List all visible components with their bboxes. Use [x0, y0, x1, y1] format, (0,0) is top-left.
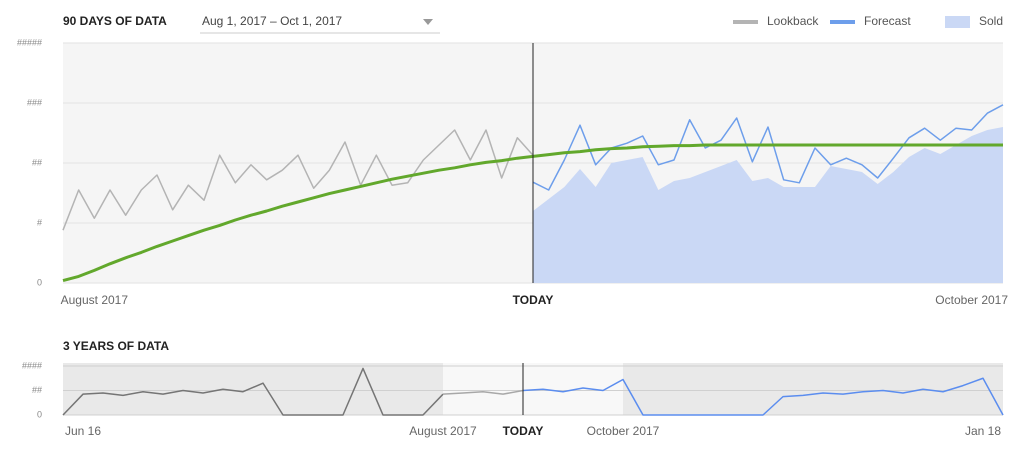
legend-swatch [945, 16, 970, 28]
y-tick-label: 0 [37, 277, 42, 287]
x-tick-label: Jan 18 [965, 424, 1001, 438]
date-range-dropdown[interactable]: Aug 1, 2017 – Oct 1, 2017 [200, 14, 440, 34]
y-tick-label: ### [27, 97, 42, 107]
x-tick-label: October 2017 [935, 293, 1008, 307]
date-range[interactable]: Aug 1, 2017 – Oct 1, 2017 [202, 14, 342, 28]
x-tick-label: Jun 16 [65, 424, 101, 438]
legend-label: Lookback [767, 14, 819, 28]
x-tick-label: October 2017 [587, 424, 660, 438]
legend-label: Sold [979, 14, 1003, 28]
line [62, 129, 534, 231]
area [533, 127, 1003, 283]
legend-label: Forecast [864, 14, 911, 28]
chart-title: 90 DAYS OF DATA [63, 14, 167, 28]
dropdown-arrow[interactable] [423, 19, 433, 25]
x-tick-label: TODAY [513, 293, 554, 307]
y-tick-label: ## [32, 385, 42, 395]
line [442, 389, 524, 395]
y-tick-label: ##### [17, 37, 42, 47]
y-tick-label: ## [32, 157, 42, 167]
chart-title: 3 YEARS OF DATA [63, 339, 169, 353]
line [522, 377, 1004, 416]
y-tick-label: 0 [37, 409, 42, 419]
y-tick-label: # [37, 217, 42, 227]
line [62, 367, 444, 416]
x-tick-label: August 2017 [409, 424, 477, 438]
x-tick-label: TODAY [503, 424, 544, 438]
y-tick-label: #### [22, 360, 42, 370]
x-tick-label: August 2017 [61, 293, 129, 307]
